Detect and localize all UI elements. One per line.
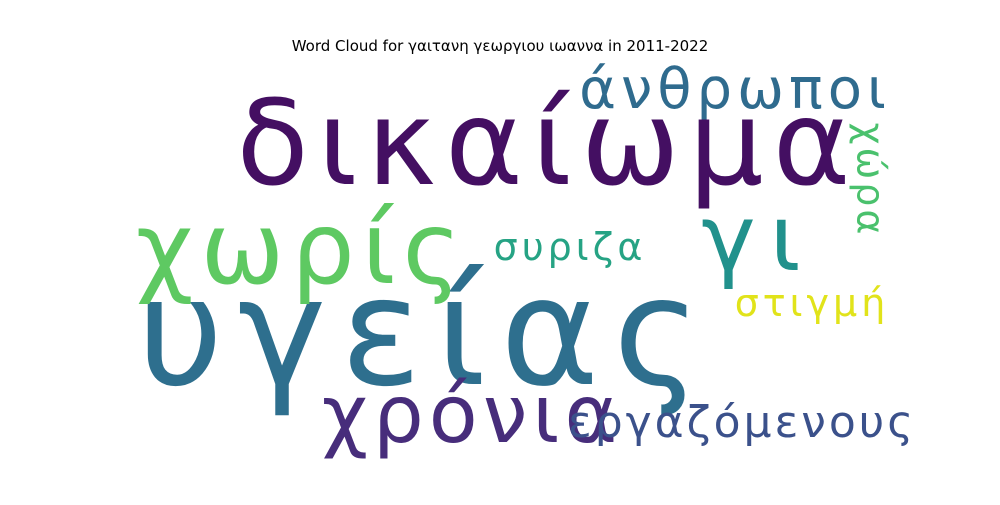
word-7: συριζα <box>494 225 647 269</box>
word-0: δικαίωμα <box>236 74 859 212</box>
word-3: γι <box>701 185 815 292</box>
word-9: χώρα <box>849 123 893 238</box>
word-6: εργαζόμενους <box>568 397 916 448</box>
word-8: στιγμή <box>735 281 890 325</box>
chart-title: Word Cloud for γαιτανη γεωργιου ιωαννα i… <box>291 37 709 55</box>
word-5: άνθρωποι <box>579 57 891 122</box>
word-2: χωρίς <box>136 190 469 307</box>
word-1: υγείας <box>137 246 715 420</box>
word-4: χρόνια <box>322 368 622 461</box>
